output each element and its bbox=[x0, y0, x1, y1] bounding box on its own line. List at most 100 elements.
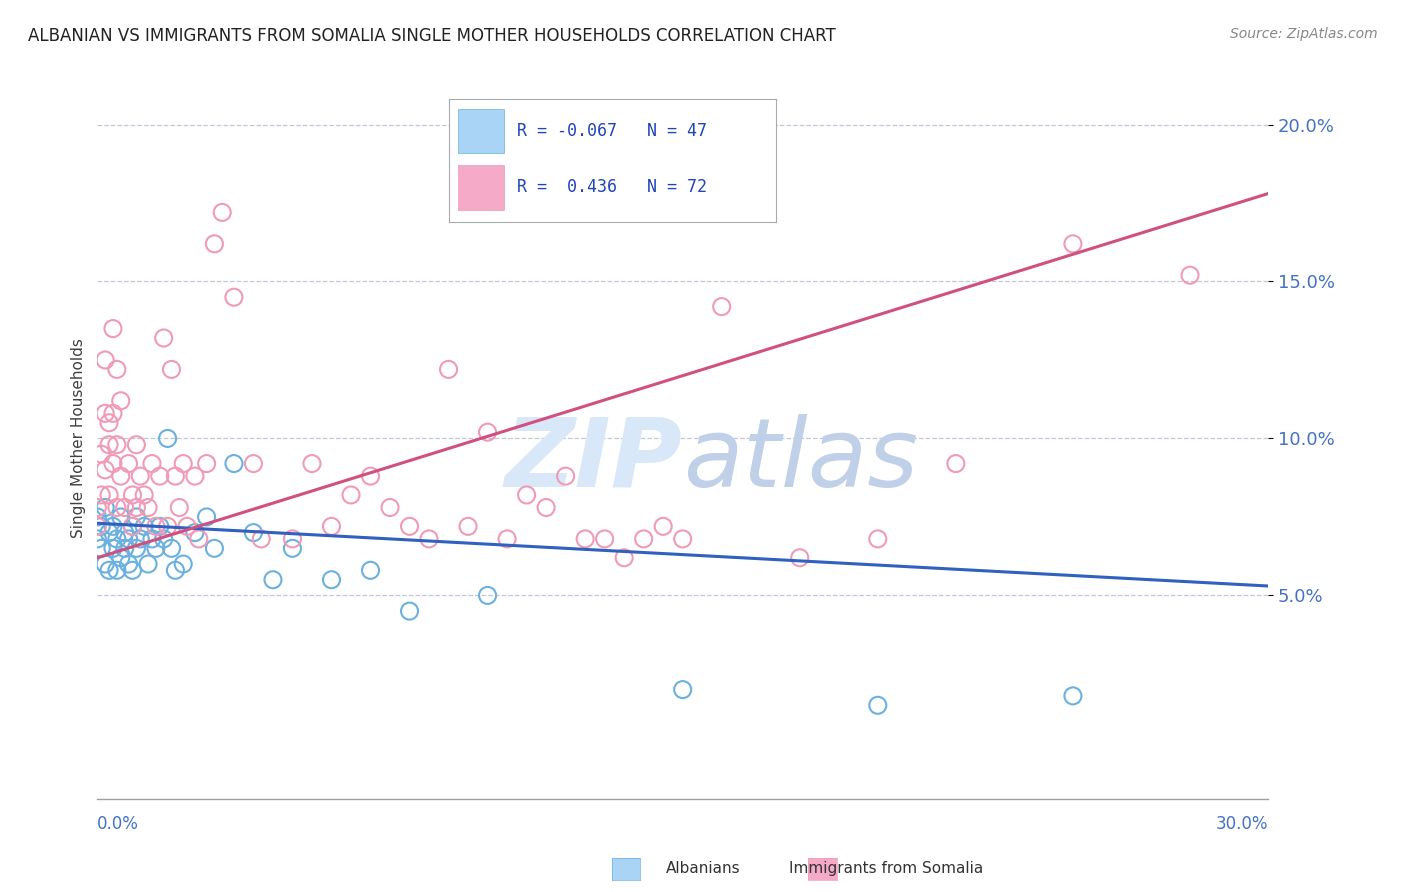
Point bbox=[789, 550, 811, 565]
Point bbox=[117, 532, 139, 546]
Point bbox=[321, 519, 343, 533]
Point bbox=[98, 525, 121, 540]
Point bbox=[593, 532, 616, 546]
Point bbox=[457, 519, 479, 533]
Point bbox=[281, 541, 304, 556]
Point bbox=[125, 500, 148, 515]
Point bbox=[98, 416, 121, 430]
Point bbox=[90, 447, 112, 461]
Point bbox=[90, 541, 112, 556]
Text: ZIP: ZIP bbox=[505, 414, 683, 507]
Point bbox=[105, 438, 128, 452]
Point bbox=[1062, 236, 1084, 251]
Point bbox=[176, 519, 198, 533]
Point bbox=[672, 532, 695, 546]
Point bbox=[672, 682, 695, 697]
Point bbox=[141, 457, 163, 471]
Text: Albanians: Albanians bbox=[665, 862, 741, 876]
Point bbox=[250, 532, 273, 546]
Point bbox=[149, 519, 172, 533]
Point bbox=[136, 557, 159, 571]
Text: Immigrants from Somalia: Immigrants from Somalia bbox=[789, 862, 983, 876]
Point bbox=[172, 557, 194, 571]
Point bbox=[398, 604, 420, 618]
Point bbox=[195, 457, 218, 471]
Point bbox=[101, 457, 124, 471]
Point bbox=[301, 457, 323, 471]
Point bbox=[418, 532, 440, 546]
Point bbox=[121, 488, 143, 502]
Point bbox=[98, 563, 121, 577]
Point bbox=[1178, 268, 1201, 283]
Point bbox=[172, 457, 194, 471]
Y-axis label: Single Mother Households: Single Mother Households bbox=[72, 339, 86, 539]
Text: ALBANIAN VS IMMIGRANTS FROM SOMALIA SINGLE MOTHER HOUSEHOLDS CORRELATION CHART: ALBANIAN VS IMMIGRANTS FROM SOMALIA SING… bbox=[28, 27, 837, 45]
Text: 30.0%: 30.0% bbox=[1216, 815, 1268, 833]
Point bbox=[110, 393, 132, 408]
Point bbox=[652, 519, 675, 533]
Point bbox=[477, 425, 499, 440]
Point bbox=[496, 532, 519, 546]
Point bbox=[134, 488, 156, 502]
Point bbox=[101, 406, 124, 420]
Point bbox=[160, 362, 183, 376]
Point bbox=[613, 550, 636, 565]
Point bbox=[945, 457, 967, 471]
Point bbox=[105, 362, 128, 376]
Point bbox=[633, 532, 655, 546]
Point bbox=[477, 589, 499, 603]
Point bbox=[398, 519, 420, 533]
Point bbox=[165, 563, 187, 577]
Point bbox=[86, 519, 108, 533]
Point bbox=[866, 532, 889, 546]
Point bbox=[141, 532, 163, 546]
Point bbox=[129, 532, 152, 546]
Text: atlas: atlas bbox=[683, 414, 918, 507]
Point bbox=[98, 438, 121, 452]
Point bbox=[94, 406, 117, 420]
Point bbox=[114, 500, 136, 515]
Point bbox=[184, 525, 207, 540]
Point bbox=[105, 500, 128, 515]
Point bbox=[1062, 689, 1084, 703]
Text: 0.0%: 0.0% bbox=[97, 815, 139, 833]
Point bbox=[114, 541, 136, 556]
Point bbox=[866, 698, 889, 713]
Point bbox=[204, 236, 226, 251]
Point bbox=[105, 563, 128, 577]
Point bbox=[110, 550, 132, 565]
Point bbox=[242, 525, 264, 540]
Point bbox=[169, 500, 191, 515]
Point bbox=[187, 532, 209, 546]
Point bbox=[262, 573, 284, 587]
Point bbox=[184, 469, 207, 483]
Point bbox=[105, 532, 128, 546]
Point bbox=[211, 205, 233, 219]
Point bbox=[101, 541, 124, 556]
Point bbox=[321, 573, 343, 587]
Point bbox=[110, 510, 132, 524]
Point bbox=[281, 532, 304, 546]
Point bbox=[152, 532, 174, 546]
Point bbox=[360, 469, 382, 483]
Point bbox=[242, 457, 264, 471]
Point bbox=[86, 500, 108, 515]
Point bbox=[94, 500, 117, 515]
Point bbox=[360, 563, 382, 577]
Point bbox=[86, 510, 108, 524]
Point bbox=[156, 432, 179, 446]
Point bbox=[195, 510, 218, 524]
Point bbox=[437, 362, 460, 376]
Point bbox=[114, 525, 136, 540]
Point bbox=[86, 532, 108, 546]
Point bbox=[156, 519, 179, 533]
Point bbox=[90, 519, 112, 533]
Point bbox=[121, 519, 143, 533]
Point bbox=[554, 469, 576, 483]
Point bbox=[136, 500, 159, 515]
Point bbox=[134, 519, 156, 533]
Point bbox=[145, 519, 167, 533]
Text: Source: ZipAtlas.com: Source: ZipAtlas.com bbox=[1230, 27, 1378, 41]
Point bbox=[101, 321, 124, 335]
Point bbox=[94, 463, 117, 477]
